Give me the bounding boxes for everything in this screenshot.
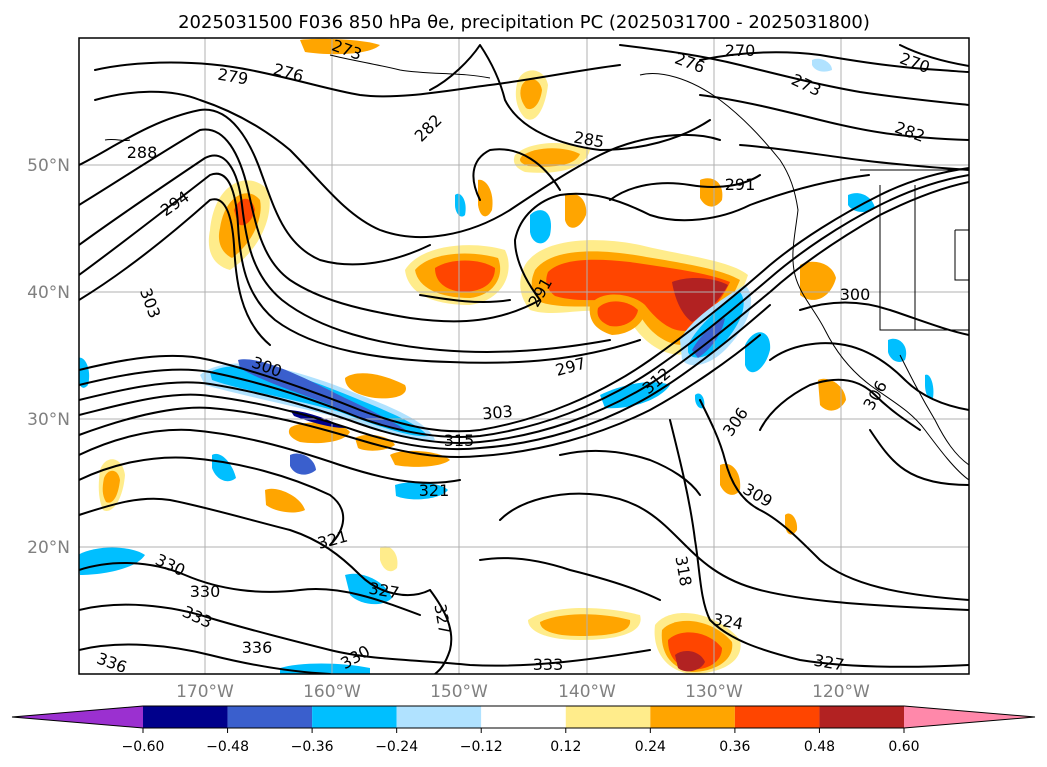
- contour-label: 333: [533, 655, 564, 674]
- lon-label: 140°W: [558, 682, 616, 702]
- coastlines: [104, 54, 969, 481]
- lon-label: 160°W: [303, 682, 361, 702]
- colorbar-tick-label: 0.48: [804, 739, 835, 755]
- colorbar-tick-label: −0.12: [460, 739, 503, 755]
- colorbar-segment: [143, 706, 228, 728]
- colorbar-segment: [481, 706, 566, 728]
- colorbar-segment: [650, 706, 735, 728]
- colorbar-tick-label: −0.24: [375, 739, 418, 755]
- colorbar-segment: [227, 706, 313, 728]
- colorbar-segment: [565, 706, 651, 728]
- latitude-labels: 50°N 40°N 30°N 20°N: [27, 156, 70, 558]
- contour-label: 288: [127, 143, 158, 162]
- contour-label: 330: [190, 582, 221, 601]
- colorbar-tick-label: 0.36: [719, 739, 750, 755]
- contour-label: 270: [725, 41, 756, 60]
- colorbar-extend-high: [904, 706, 1035, 728]
- lon-label: 150°W: [430, 682, 488, 702]
- contour-label: 336: [242, 638, 273, 657]
- lon-label: 170°W: [176, 682, 234, 702]
- colorbar-tick-label: −0.60: [122, 739, 165, 755]
- contour-label: 303: [481, 402, 513, 424]
- contour-label: 300: [840, 285, 871, 304]
- map-frame: [78, 37, 970, 675]
- colorbar-segment: [734, 706, 820, 728]
- colorbar-tick-label: −0.36: [291, 739, 334, 755]
- map-area: 273 279 276 288 294 282 285 270 276 273 …: [79, 38, 969, 675]
- colorbar-tick-label: 0.24: [635, 739, 666, 755]
- lat-label: 20°N: [27, 538, 70, 558]
- lon-label: 120°W: [812, 682, 870, 702]
- colorbar-tick-label: −0.48: [206, 739, 249, 755]
- colorbar-segment: [819, 706, 904, 728]
- contour-label: 291: [725, 175, 756, 194]
- lon-label: 130°W: [685, 682, 743, 702]
- colorbar: −0.60 −0.48 −0.36 −0.24 −0.12 0.12 0.24 0.36 0.4…: [11, 705, 1036, 755]
- contour-label: 327: [812, 651, 845, 675]
- contour-label: 321: [419, 481, 450, 500]
- figure-title: 2025031500 F036 850 hPa θe, precipitatio…: [178, 12, 870, 33]
- colorbar-segment: [312, 706, 397, 728]
- colorbar-segment: [396, 706, 482, 728]
- lat-label: 40°N: [27, 283, 70, 303]
- lat-label: 30°N: [27, 410, 70, 430]
- colorbar-tick-label: 0.60: [888, 739, 919, 755]
- contour-label: 315: [444, 431, 475, 450]
- colorbar-extend-low: [12, 706, 143, 728]
- colorbar-tick-label: 0.12: [550, 739, 581, 755]
- theta-e-contours: [79, 44, 969, 674]
- lat-label: 50°N: [27, 156, 70, 176]
- longitude-labels: 170°W 160°W 150°W 140°W 130°W 120°W: [176, 682, 870, 702]
